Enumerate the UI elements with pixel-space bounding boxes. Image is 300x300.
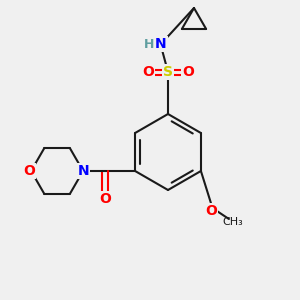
Text: N: N: [77, 164, 89, 178]
Text: O: O: [99, 192, 111, 206]
Text: O: O: [142, 65, 154, 79]
Text: O: O: [205, 204, 217, 218]
Text: CH₃: CH₃: [223, 217, 243, 227]
Text: O: O: [23, 164, 35, 178]
Text: O: O: [182, 65, 194, 79]
Text: H: H: [144, 38, 154, 50]
Text: S: S: [163, 65, 173, 79]
Text: N: N: [155, 37, 167, 51]
